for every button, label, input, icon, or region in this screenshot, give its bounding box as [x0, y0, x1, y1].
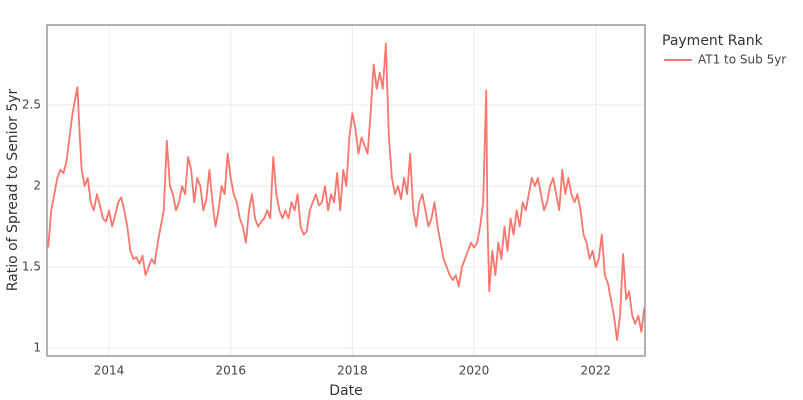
y-tick-label: 2 [33, 179, 41, 193]
y-tick-label: 1.5 [22, 260, 41, 274]
y-tick-label: 2.5 [22, 98, 41, 112]
plot-frame [46, 24, 646, 357]
legend-label: AT1 to Sub 5yr [698, 53, 786, 67]
y-tick-label: 1 [33, 341, 41, 355]
y-axis-label: Ratio of Spread to Senior 5yr [5, 88, 21, 291]
x-tick-label: 2018 [337, 364, 368, 378]
legend-title: Payment Rank [662, 33, 764, 49]
x-tick-label: 2016 [215, 364, 246, 378]
data-line [47, 42, 646, 341]
x-axis-label: Date [329, 383, 362, 399]
x-tick-label: 2022 [580, 364, 611, 378]
x-tick-label: 2014 [94, 364, 125, 378]
x-tick-label: 2020 [459, 364, 490, 378]
